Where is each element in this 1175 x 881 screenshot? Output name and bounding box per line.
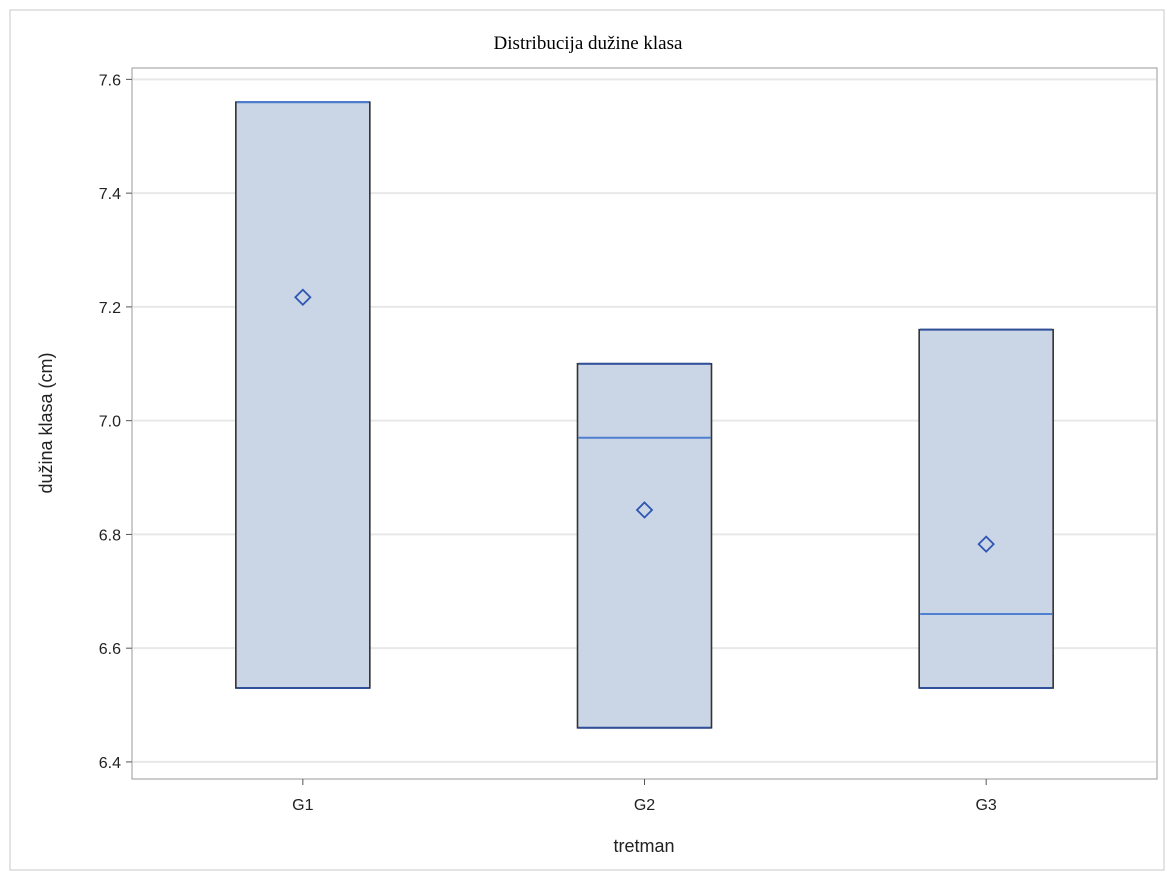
y-tick-label: 7.0 xyxy=(99,414,121,431)
box-G2 xyxy=(576,362,713,729)
box-G3 xyxy=(918,328,1054,689)
mean-marker-G1 xyxy=(294,288,312,306)
y-tick-label: 6.4 xyxy=(99,755,121,772)
box-G1 xyxy=(235,101,371,689)
axes: 6.4 6.6 6.8 7.0 7.2 7.4 7.6 G1 G2 G3 xyxy=(99,72,997,814)
x-tick-label: G3 xyxy=(975,797,996,814)
y-tick-label: 7.6 xyxy=(99,72,121,89)
y-tick-label: 6.6 xyxy=(99,641,121,658)
mean-marker-G3 xyxy=(977,535,995,553)
y-tick-label: 6.8 xyxy=(99,527,121,544)
mean-marker-G2 xyxy=(635,501,654,519)
y-tick-label: 7.2 xyxy=(99,300,121,317)
y-axis-label: dužina klasa (cm) xyxy=(36,352,56,493)
chart-title: Distribucija dužine klasa xyxy=(494,33,683,54)
boxes xyxy=(235,101,1054,729)
y-tick-label: 7.4 xyxy=(99,186,121,203)
x-axis-label: tretman xyxy=(613,836,674,856)
x-tick-label: G1 xyxy=(292,797,313,814)
x-tick-label: G2 xyxy=(634,797,655,814)
